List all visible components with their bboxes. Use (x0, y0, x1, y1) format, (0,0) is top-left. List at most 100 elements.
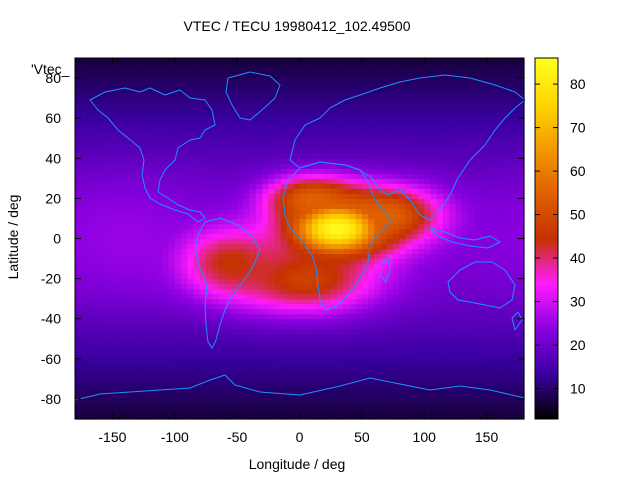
heat-cell (280, 108, 288, 114)
heat-cell (118, 218, 126, 225)
heat-cell (218, 398, 226, 405)
heat-cell (174, 223, 182, 230)
heat-cell (193, 248, 201, 255)
heat-cell (230, 308, 238, 315)
heat-cell (467, 258, 475, 265)
heat-cell (380, 93, 388, 99)
heat-cell (442, 283, 450, 290)
heat-cell (299, 328, 307, 335)
heat-cell (255, 198, 263, 204)
heat-cell (486, 378, 494, 385)
heat-cell (293, 103, 301, 109)
heat-cell (311, 158, 319, 164)
heat-cell (330, 323, 338, 330)
heat-cell (230, 88, 238, 94)
heat-cell (399, 158, 407, 164)
heat-cell (224, 243, 232, 250)
heat-cell (75, 308, 82, 315)
heat-cell (430, 383, 438, 390)
heat-cell (405, 223, 413, 230)
heat-cell (492, 143, 500, 149)
heat-cell (386, 283, 394, 290)
heat-cell (330, 93, 338, 99)
heat-cell (93, 323, 101, 330)
heat-cell (87, 248, 95, 255)
heat-cell (81, 123, 89, 129)
heat-cell (499, 333, 506, 340)
heat-cell (393, 238, 400, 245)
heat-cell (230, 123, 238, 129)
heat-cell (393, 408, 400, 415)
heat-cell (393, 333, 400, 340)
heat-cell (255, 68, 263, 74)
heat-cell (124, 113, 132, 119)
heat-cell (324, 198, 332, 204)
heat-cell (143, 373, 151, 380)
heat-cell (386, 193, 394, 199)
heat-cell (405, 228, 413, 235)
heat-cell (399, 348, 407, 355)
heat-cell (393, 348, 400, 355)
heat-cell (405, 248, 413, 255)
heat-cell (87, 273, 95, 280)
heat-cell (330, 68, 338, 74)
heat-cell (87, 178, 95, 184)
heat-cell (199, 408, 207, 415)
heat-cell (311, 93, 319, 99)
heat-cell (386, 93, 394, 99)
heat-cell (393, 313, 400, 320)
heat-cell (243, 313, 251, 320)
heat-cell (124, 138, 132, 144)
heat-cell (474, 233, 481, 240)
heat-cell (99, 328, 107, 335)
heat-cell (268, 148, 276, 154)
heat-cell (224, 123, 232, 129)
heat-cell (386, 188, 394, 194)
heat-cell (349, 358, 357, 365)
heat-cell (299, 108, 307, 114)
heat-cell (424, 58, 432, 64)
heat-cell (355, 253, 363, 260)
heat-cell (199, 413, 207, 420)
heat-cell (112, 283, 120, 290)
heat-cell (249, 188, 257, 194)
heat-cell (467, 398, 475, 405)
heat-cell (449, 118, 457, 124)
heat-cell (187, 403, 195, 410)
heat-cell (118, 243, 126, 250)
heat-cell (106, 373, 114, 380)
heat-cell (492, 183, 500, 189)
heat-cell (336, 223, 344, 230)
heat-cell (430, 378, 438, 385)
heat-cell (405, 188, 413, 194)
heat-cell (349, 273, 357, 280)
heat-cell (467, 268, 475, 275)
heat-cell (205, 88, 213, 94)
heat-cell (249, 98, 257, 104)
heat-cell (124, 118, 132, 124)
heat-cell (268, 78, 276, 84)
heat-cell (417, 263, 425, 270)
heat-cell (162, 103, 170, 109)
heat-cell (75, 358, 82, 365)
heat-cell (230, 323, 238, 330)
heat-cell (237, 328, 244, 335)
heat-cell (499, 133, 506, 139)
heat-cell (87, 193, 95, 199)
heat-cell (480, 408, 488, 415)
heat-cell (243, 188, 251, 194)
heat-cell (455, 303, 463, 310)
heat-cell (199, 133, 207, 139)
heat-cell (343, 218, 350, 225)
heat-cell (287, 408, 294, 415)
heat-cell (467, 143, 475, 149)
heat-cell (374, 138, 382, 144)
heat-cell (230, 203, 238, 210)
heat-cell (467, 108, 475, 114)
heat-cell (243, 238, 251, 245)
heat-cell (318, 58, 326, 64)
heat-cell (330, 148, 338, 154)
heat-cell (474, 133, 481, 139)
heat-cell (467, 278, 475, 285)
heat-cell (492, 413, 500, 420)
